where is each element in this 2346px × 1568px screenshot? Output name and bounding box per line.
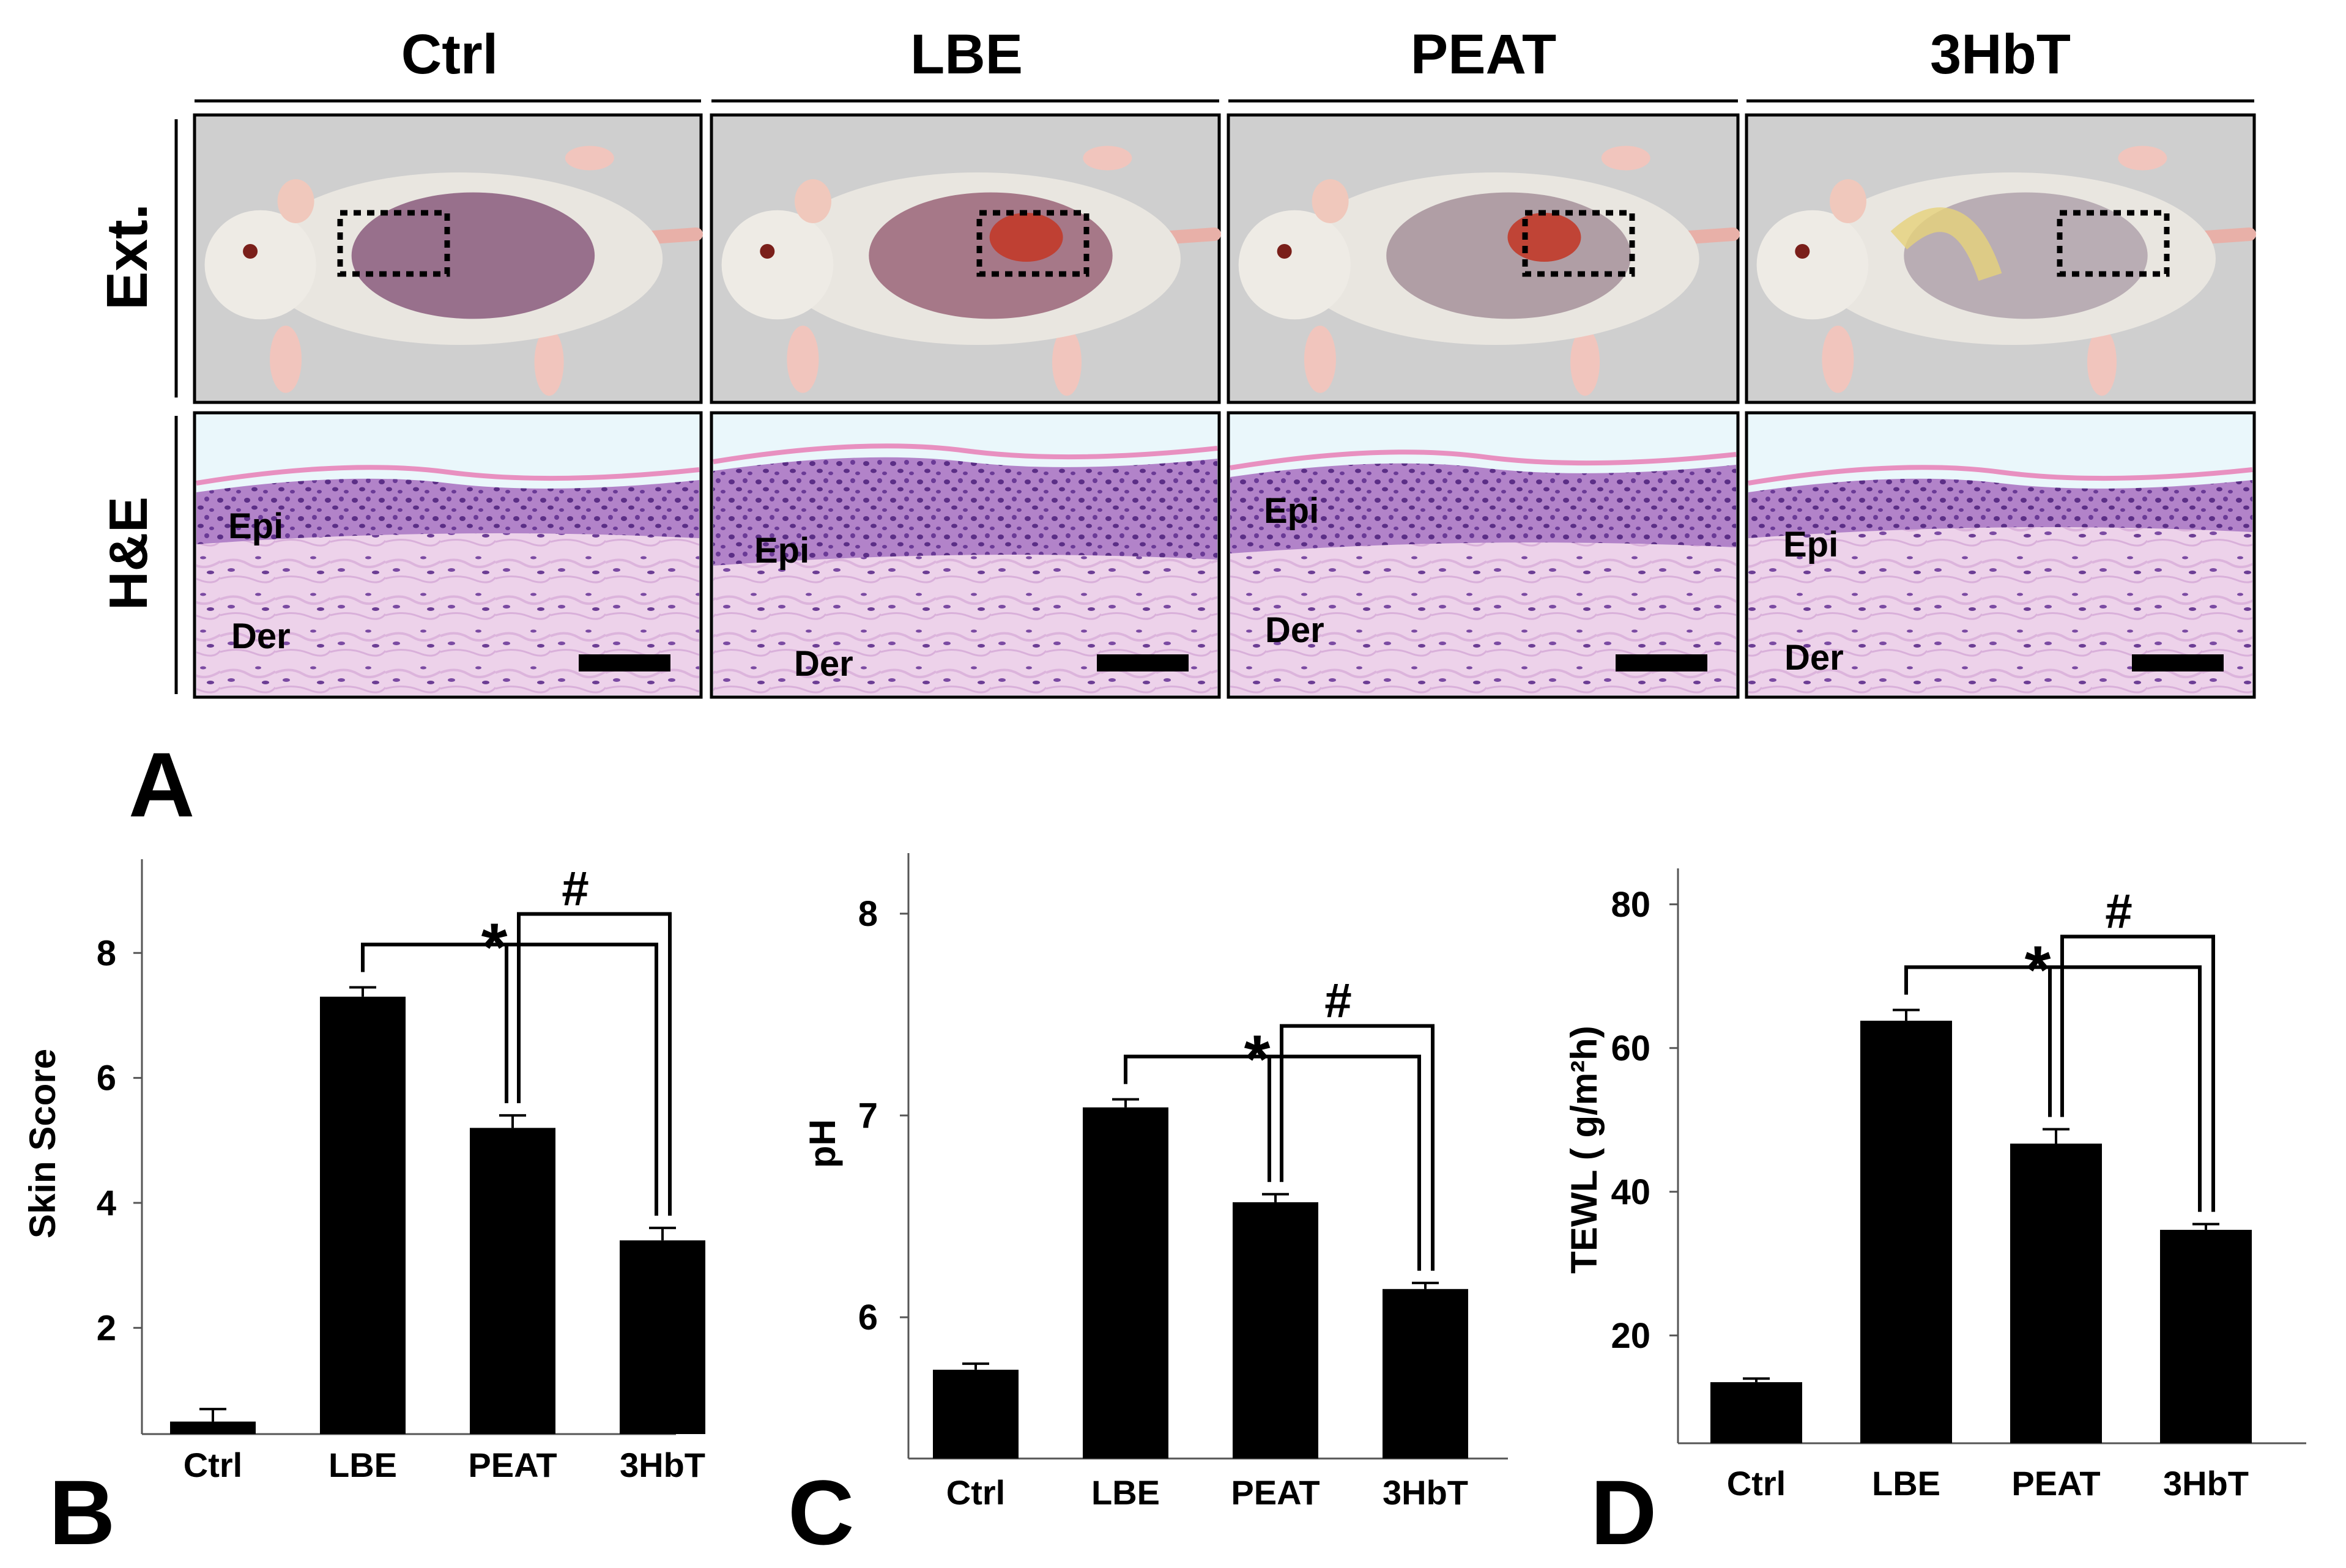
roi-box-ctrl <box>337 210 450 277</box>
bracket-star-c <box>1124 1054 1421 1271</box>
x-tick-label-b-peat: PEAT <box>468 1446 557 1484</box>
bar-d-lbe <box>1860 1021 1952 1443</box>
bracket-star-b <box>361 942 658 1216</box>
sig-hash-d: # <box>2105 884 2133 938</box>
sig-star-b: * <box>481 909 508 985</box>
bar-b-lbe <box>320 996 406 1434</box>
y-axis-label-c: pH <box>802 1119 843 1168</box>
x-tick-label-b-3hbt: 3HbT <box>620 1446 705 1484</box>
x-tick-label-b-lbe: LBE <box>329 1446 397 1484</box>
label-epidermis-ctrl: Epi <box>228 506 283 546</box>
label-epidermis-lbe: Epi <box>754 531 809 571</box>
panel-letter-a: A <box>128 733 195 836</box>
scale-bar-3hbt <box>2132 654 2224 671</box>
x-tick-label-c-peat: PEAT <box>1231 1473 1320 1512</box>
y-tick-label-d-40: 40 <box>1611 1172 1650 1212</box>
x-tick-label-c-ctrl: Ctrl <box>946 1473 1005 1512</box>
y-tick-label-b-4: 4 <box>97 1183 116 1223</box>
chart-d: 20 40 60 80 TEWL ( g/m²h) Ctrl LBE PEAT 3HbT * # D <box>1564 868 2306 1564</box>
y-tick-label-b-8: 8 <box>97 933 116 973</box>
scale-bar-peat <box>1616 654 1707 671</box>
label-dermis-ctrl: Der <box>231 616 291 656</box>
hne-histology-row: Epi Der Epi Der Epi Der Epi Der <box>193 411 2256 699</box>
hne-section-peat: Epi Der <box>1227 411 1740 699</box>
y-tick-label-d-20: 20 <box>1611 1316 1650 1356</box>
bar-charts: 2 4 6 8 Skin Score Ctrl LBE PEAT 3HbT * # B 6 7 8 pH Ctr… <box>22 853 2306 1564</box>
column-header-3hbt: 3HbT <box>1930 23 2071 86</box>
bracket-hash-c <box>1280 1024 1435 1271</box>
column-header-lbe: LBE <box>910 23 1023 86</box>
y-tick-label-c-6: 6 <box>858 1298 878 1337</box>
scale-bar-ctrl <box>579 654 670 671</box>
bar-c-3hbt <box>1383 1289 1468 1459</box>
panel-letter-c: C <box>788 1461 854 1564</box>
bar-b-3hbt <box>620 1240 705 1434</box>
bar-d-peat <box>2010 1144 2102 1443</box>
chart-b: 2 4 6 8 Skin Score Ctrl LBE PEAT 3HbT * # B <box>22 859 705 1564</box>
column-header-ctrl: Ctrl <box>401 23 498 86</box>
y-tick-label-b-6: 6 <box>97 1059 116 1098</box>
ext-photo-ctrl <box>193 113 703 404</box>
panel-letter-d: D <box>1591 1461 1657 1564</box>
bar-b-peat <box>470 1128 555 1434</box>
bar-c-peat <box>1233 1202 1318 1459</box>
label-dermis-lbe: Der <box>794 644 853 684</box>
column-headers: Ctrl LBE PEAT 3HbT <box>195 23 2254 103</box>
ext-photo-peat <box>1227 113 1740 404</box>
external-photo-row <box>193 113 2256 404</box>
column-header-peat: PEAT <box>1411 23 1557 86</box>
roi-box-peat <box>1522 210 1635 277</box>
x-tick-label-d-ctrl: Ctrl <box>1727 1464 1786 1503</box>
hne-section-3hbt: Epi Der <box>1745 411 2256 699</box>
bracket-star-d <box>1904 965 2202 1212</box>
y-tick-label-c-7: 7 <box>858 1096 878 1136</box>
bracket-hash-d <box>2060 934 2215 1212</box>
bracket-hash-b <box>517 912 672 1216</box>
y-tick-label-d-80: 80 <box>1611 885 1650 925</box>
label-epidermis-3hbt: Epi <box>1783 525 1838 564</box>
x-tick-label-d-peat: PEAT <box>2011 1464 2100 1503</box>
bar-d-3hbt <box>2160 1230 2252 1443</box>
label-dermis-3hbt: Der <box>1784 638 1844 678</box>
x-tick-label-d-lbe: LBE <box>1872 1464 1940 1503</box>
sig-hash-c: # <box>1324 974 1352 1028</box>
bar-b-ctrl <box>170 1421 256 1434</box>
bar-d-ctrl <box>1710 1382 1802 1443</box>
y-tick-label-c-8: 8 <box>858 894 878 934</box>
hne-section-lbe: Epi Der <box>710 411 1221 699</box>
x-tick-label-c-3hbt: 3HbT <box>1383 1473 1468 1512</box>
x-tick-label-b-ctrl: Ctrl <box>184 1446 242 1484</box>
sig-star-c: * <box>1244 1022 1271 1097</box>
roi-box-lbe <box>976 210 1089 277</box>
sig-hash-b: # <box>562 861 589 915</box>
row-label-hne: H&E <box>98 497 158 610</box>
hne-section-ctrl: Epi Der <box>193 411 703 699</box>
scale-bar-lbe <box>1097 654 1189 671</box>
label-dermis-peat: Der <box>1265 610 1324 650</box>
x-tick-label-c-lbe: LBE <box>1091 1473 1160 1512</box>
row-labels: Ext. H&E <box>95 119 178 694</box>
label-epidermis-peat: Epi <box>1264 491 1319 531</box>
roi-box-3hbt <box>2057 210 2170 277</box>
y-tick-label-b-2: 2 <box>97 1308 116 1348</box>
ext-photo-lbe <box>710 113 1221 404</box>
bar-c-ctrl <box>933 1369 1019 1459</box>
y-axis-label-d: TEWL ( g/m²h) <box>1564 1026 1605 1273</box>
panel-letter-b: B <box>49 1461 115 1564</box>
bar-c-lbe <box>1083 1107 1168 1459</box>
row-label-ext: Ext. <box>95 204 160 310</box>
ext-photo-3hbt <box>1745 113 2256 404</box>
sig-star-d: * <box>2025 932 2051 1007</box>
y-tick-label-d-60: 60 <box>1611 1029 1650 1068</box>
y-axis-label-b: Skin Score <box>22 1049 63 1238</box>
x-tick-label-d-3hbt: 3HbT <box>2163 1464 2249 1503</box>
chart-c: 6 7 8 pH Ctrl LBE PEAT 3HbT * # C <box>788 853 1508 1564</box>
